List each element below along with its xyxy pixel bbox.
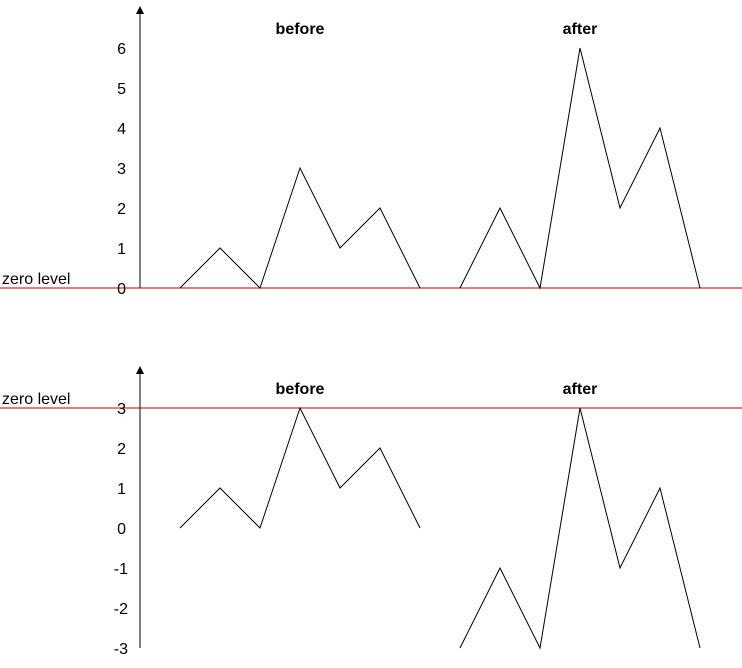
bottom-y-tick-label: -1	[114, 561, 128, 578]
bottom-y-tick-labels: -3 -2 -1 0 1 2 3	[114, 401, 128, 658]
bottom-y-tick-label: 3	[117, 401, 126, 418]
bottom-y-tick-label: 0	[117, 521, 126, 538]
top-y-tick-label: 2	[117, 201, 126, 218]
bottom-panel: zero level before after -3 -2 -1 0 1 2 3	[0, 366, 742, 658]
bottom-y-tick-label: 1	[117, 481, 126, 498]
bottom-y-tick-label: 2	[117, 441, 126, 458]
bottom-y-tick-label: -2	[114, 601, 128, 618]
top-y-tick-label: 4	[117, 121, 126, 138]
top-before-series-line	[179, 166, 421, 289]
top-after-series-line	[459, 47, 701, 290]
top-zero-level-label: zero level	[2, 271, 70, 288]
bottom-before-series-line	[179, 406, 421, 529]
bottom-after-title: after	[563, 381, 598, 398]
bottom-after-series-line	[459, 407, 701, 650]
bottom-before-title: before	[276, 381, 325, 398]
top-after-title: after	[563, 21, 598, 38]
top-y-tick-label: 1	[117, 241, 126, 258]
bottom-y-tick-label: -3	[114, 641, 128, 658]
top-y-tick-label: 3	[117, 161, 126, 178]
top-y-tick-labels: 0 1 2 3 4 5 6	[117, 41, 126, 298]
top-before-title: before	[276, 21, 325, 38]
top-y-tick-label: 5	[117, 81, 126, 98]
top-y-tick-label: 6	[117, 41, 126, 58]
top-y-tick-label: 0	[117, 281, 126, 298]
top-panel: zero level before after 0 1 2 3 4 5 6	[0, 6, 742, 298]
bottom-zero-level-label: zero level	[2, 391, 70, 408]
